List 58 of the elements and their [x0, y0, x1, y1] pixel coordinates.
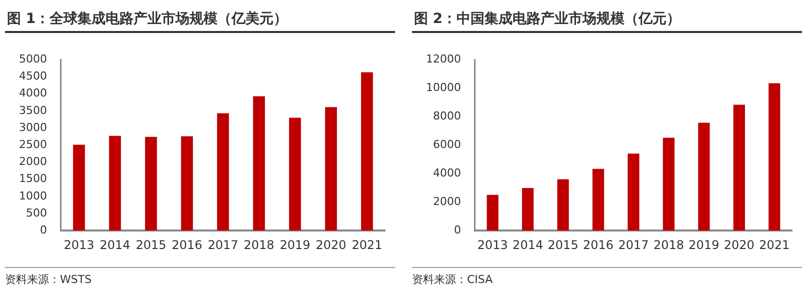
- chart-title: 图 2：中国集成电路产业市场规模（亿元）: [412, 0, 802, 33]
- bar: [592, 168, 604, 231]
- bar: [145, 136, 157, 231]
- y-tick-label: 5000: [18, 52, 47, 66]
- y-tick-label: 12000: [426, 52, 461, 66]
- x-tick-label: 2013: [477, 238, 508, 252]
- bar: [698, 122, 710, 231]
- bar: [768, 83, 780, 231]
- x-tick-label: 2020: [316, 238, 346, 252]
- y-tick-label: 1500: [18, 172, 47, 186]
- x-tick-label: 2016: [172, 238, 202, 252]
- bar: [73, 144, 85, 231]
- bar: [733, 104, 745, 231]
- x-tick-label: 2017: [208, 238, 238, 252]
- x-tick-label: 2018: [244, 238, 274, 252]
- bar: [325, 107, 337, 231]
- bar: [522, 188, 534, 231]
- y-tick-label: 0: [40, 223, 47, 236]
- x-tick-label: 2013: [64, 238, 94, 252]
- y-tick-label: 0: [454, 223, 461, 236]
- y-tick-label: 4000: [18, 86, 47, 100]
- bar: [628, 154, 640, 231]
- x-tick-label: 2019: [688, 238, 720, 252]
- x-tick-label: 2015: [136, 238, 166, 252]
- y-tick-label: 3000: [18, 120, 47, 134]
- bar: [361, 72, 373, 231]
- x-tick-label: 2019: [280, 238, 310, 252]
- y-tick-label: 2500: [18, 138, 47, 151]
- bar: [109, 136, 121, 231]
- x-tick-label: 2021: [352, 238, 382, 252]
- x-tick-label: 2018: [653, 238, 684, 252]
- y-tick-label: 500: [26, 206, 47, 220]
- x-tick-label: 2014: [512, 238, 544, 252]
- x-tick-label: 2015: [548, 238, 578, 252]
- bar: [181, 136, 193, 231]
- x-tick-label: 2016: [583, 238, 614, 252]
- x-tick-label: 2020: [724, 238, 754, 252]
- bar: [662, 138, 675, 231]
- text: 资料来源：CISA: [412, 273, 493, 286]
- y-tick-label: 1000: [18, 189, 47, 202]
- bar: [486, 194, 498, 231]
- bar: [217, 113, 229, 231]
- chart-title: 图 1：全球集成电路产业市场规模（亿美元）: [5, 0, 395, 33]
- bar: [289, 118, 301, 231]
- x-tick-label: 2014: [100, 238, 130, 252]
- y-tick-label: 10000: [426, 80, 461, 94]
- y-tick-label: 4500: [18, 70, 47, 83]
- bar: [557, 179, 569, 231]
- text: 资料来源：WSTS: [5, 273, 92, 286]
- y-tick-label: 8000: [432, 109, 461, 122]
- y-tick-label: 4000: [432, 166, 461, 180]
- x-tick-label: 2017: [618, 238, 649, 252]
- y-tick-label: 2000: [432, 194, 461, 208]
- y-tick-label: 3500: [18, 104, 47, 117]
- bar: [253, 96, 265, 231]
- x-tick-label: 2021: [759, 238, 790, 252]
- y-tick-label: 2000: [18, 155, 47, 168]
- y-tick-label: 6000: [432, 138, 461, 151]
